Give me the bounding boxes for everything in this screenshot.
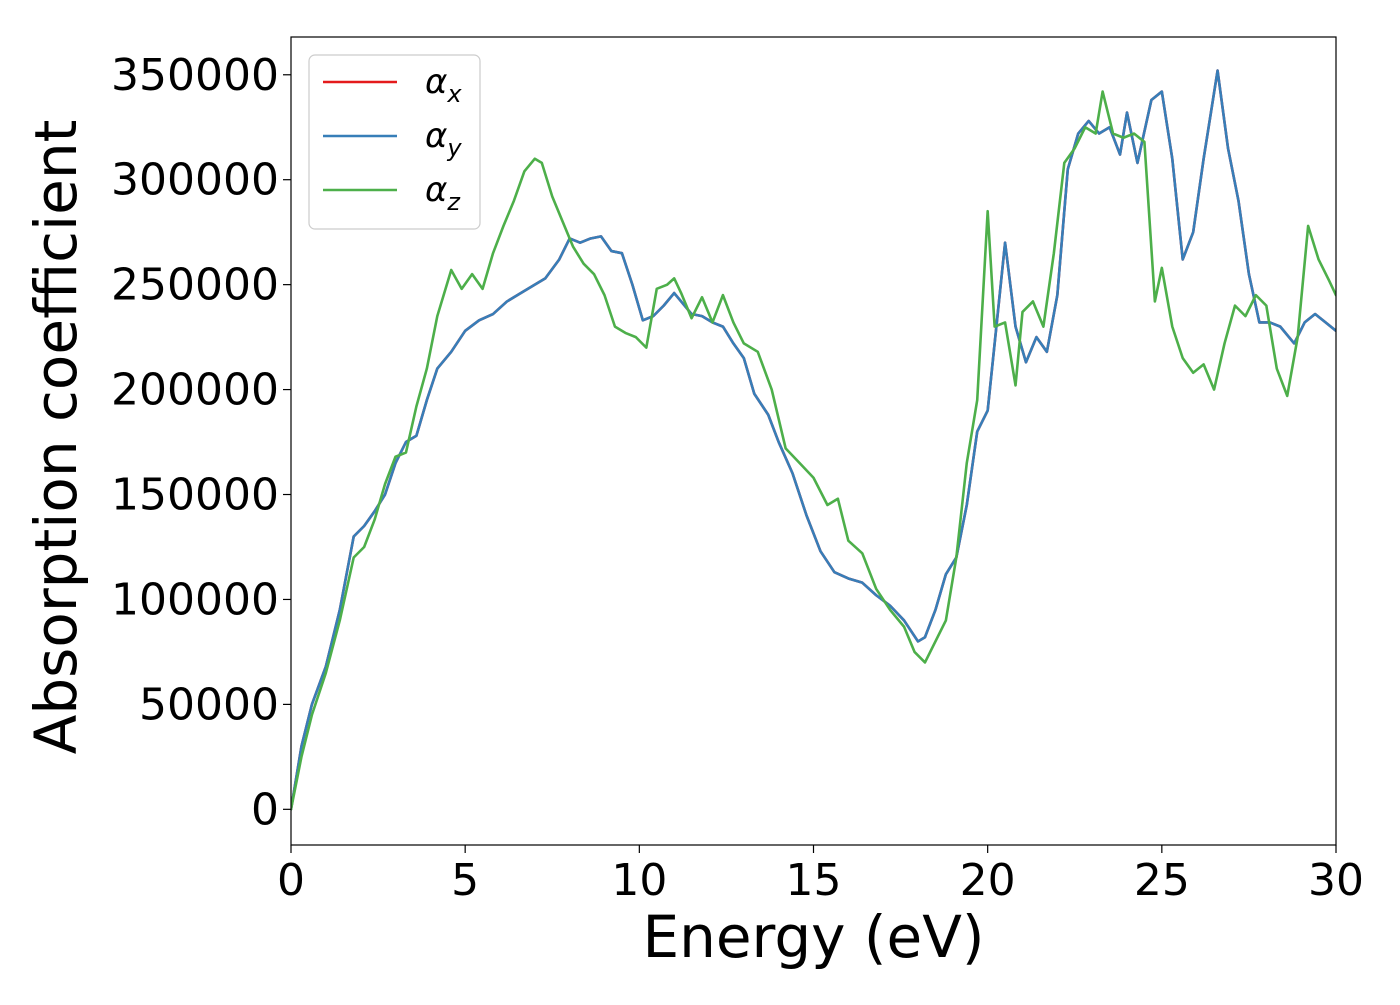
y-tick-label: 250000 [111, 260, 279, 311]
y-axis-ticks: 0 50000 100000 150000 200000 250000 300000 3500… [111, 50, 291, 835]
x-tick-label: 15 [786, 855, 842, 906]
x-tick-label: 30 [1308, 855, 1364, 906]
legend-label: αz [425, 170, 461, 216]
x-tick-label: 25 [1134, 855, 1190, 906]
legend-label: αy [425, 116, 462, 162]
y-tick-label: 0 [251, 784, 279, 835]
x-axis-title: Energy (eV) [642, 903, 984, 971]
series-line-3 [291, 90, 1336, 811]
y-tick-label: 150000 [111, 470, 279, 521]
series-line-2 [291, 69, 1336, 811]
y-tick-label: 200000 [111, 365, 279, 416]
y-tick-label: 100000 [111, 574, 279, 625]
x-axis-ticks: 0 5 10 15 20 25 30 [277, 845, 1364, 906]
y-axis-title: Absorption coefficient [22, 120, 90, 755]
plot-lines [291, 69, 1336, 811]
legend: αx αy αz [308, 54, 481, 230]
x-tick-label: 10 [611, 855, 667, 906]
y-tick-label: 350000 [111, 50, 279, 101]
legend-box [308, 54, 481, 230]
y-tick-label: 300000 [111, 155, 279, 206]
y-tick-label: 50000 [139, 679, 279, 730]
x-tick-label: 0 [277, 855, 305, 906]
x-tick-label: 20 [960, 855, 1016, 906]
x-tick-label: 5 [451, 855, 479, 906]
legend-label: αx [425, 62, 462, 108]
